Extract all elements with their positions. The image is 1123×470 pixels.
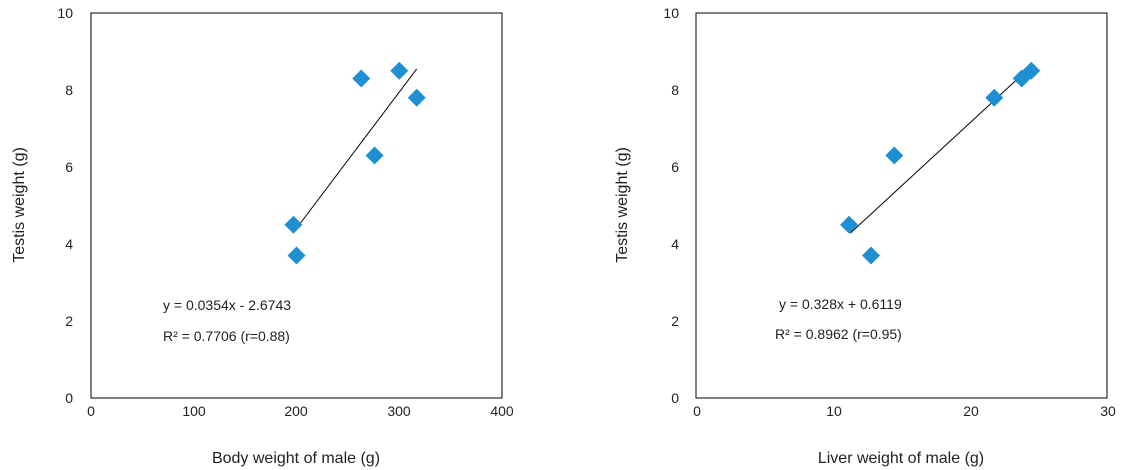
x-tick-label: 100 xyxy=(182,403,206,419)
y-tick-label: 2 xyxy=(65,313,73,329)
trendline-equation: y = 0.0354x - 2.6743 xyxy=(163,297,291,313)
y-tick-label: 8 xyxy=(671,82,679,98)
data-point xyxy=(390,61,409,80)
r-squared-label: R² = 0.8962 (r=0.95) xyxy=(775,326,902,342)
chart-body-vs-testis: 0 2 4 6 8 10 0 100 200 300 400 Body weig… xyxy=(11,5,514,467)
plot-frame xyxy=(90,12,503,399)
y-tick-label: 10 xyxy=(663,5,679,21)
x-tick-labels: 0 100 200 300 400 xyxy=(87,403,514,419)
chart-liver-vs-testis: 0 2 4 6 8 10 0 10 20 30 Liver weight of … xyxy=(614,5,1116,467)
y-tick-label: 8 xyxy=(65,82,73,98)
x-tick-labels: 0 10 20 30 xyxy=(693,403,1116,419)
x-tick-label: 400 xyxy=(490,403,514,419)
data-point xyxy=(1022,61,1041,80)
data-point xyxy=(840,215,859,234)
y-tick-label: 10 xyxy=(57,5,73,21)
y-tick-label: 6 xyxy=(671,159,679,175)
y-tick-label: 4 xyxy=(671,236,679,252)
trendline xyxy=(850,65,1032,234)
y-tick-label: 0 xyxy=(671,390,679,406)
trendline xyxy=(296,68,418,229)
x-tick-label: 300 xyxy=(387,403,411,419)
y-tick-label: 0 xyxy=(65,390,73,406)
plot-frame xyxy=(695,12,1108,399)
data-marks xyxy=(840,61,1041,265)
x-tick-label: 0 xyxy=(87,403,95,419)
x-tick-label: 20 xyxy=(963,403,979,419)
data-point xyxy=(985,88,1004,107)
y-tick-label: 6 xyxy=(65,159,73,175)
x-tick-label: 30 xyxy=(1100,403,1116,419)
y-tick-labels: 0 2 4 6 8 10 xyxy=(57,5,73,406)
x-tick-label: 200 xyxy=(284,403,308,419)
data-marks xyxy=(284,61,426,265)
data-point xyxy=(885,146,904,165)
x-tick-label: 0 xyxy=(693,403,701,419)
data-point xyxy=(861,246,880,265)
y-tick-labels: 0 2 4 6 8 10 xyxy=(663,5,679,406)
r-squared-label: R² = 0.7706 (r=0.88) xyxy=(163,328,290,344)
data-point xyxy=(284,215,303,234)
data-point xyxy=(365,146,384,165)
x-axis-title: Body weight of male (g) xyxy=(212,450,380,467)
trendline-equation: y = 0.328x + 0.6119 xyxy=(779,296,902,312)
data-point xyxy=(287,246,306,265)
data-point xyxy=(407,88,426,107)
x-axis-title: Liver weight of male (g) xyxy=(818,450,984,467)
y-tick-label: 4 xyxy=(65,236,73,252)
y-axis-title: Testis weight (g) xyxy=(11,147,28,263)
y-axis-title: Testis weight (g) xyxy=(614,147,631,263)
y-tick-label: 2 xyxy=(671,313,679,329)
data-point xyxy=(352,69,371,88)
x-tick-label: 10 xyxy=(826,403,842,419)
